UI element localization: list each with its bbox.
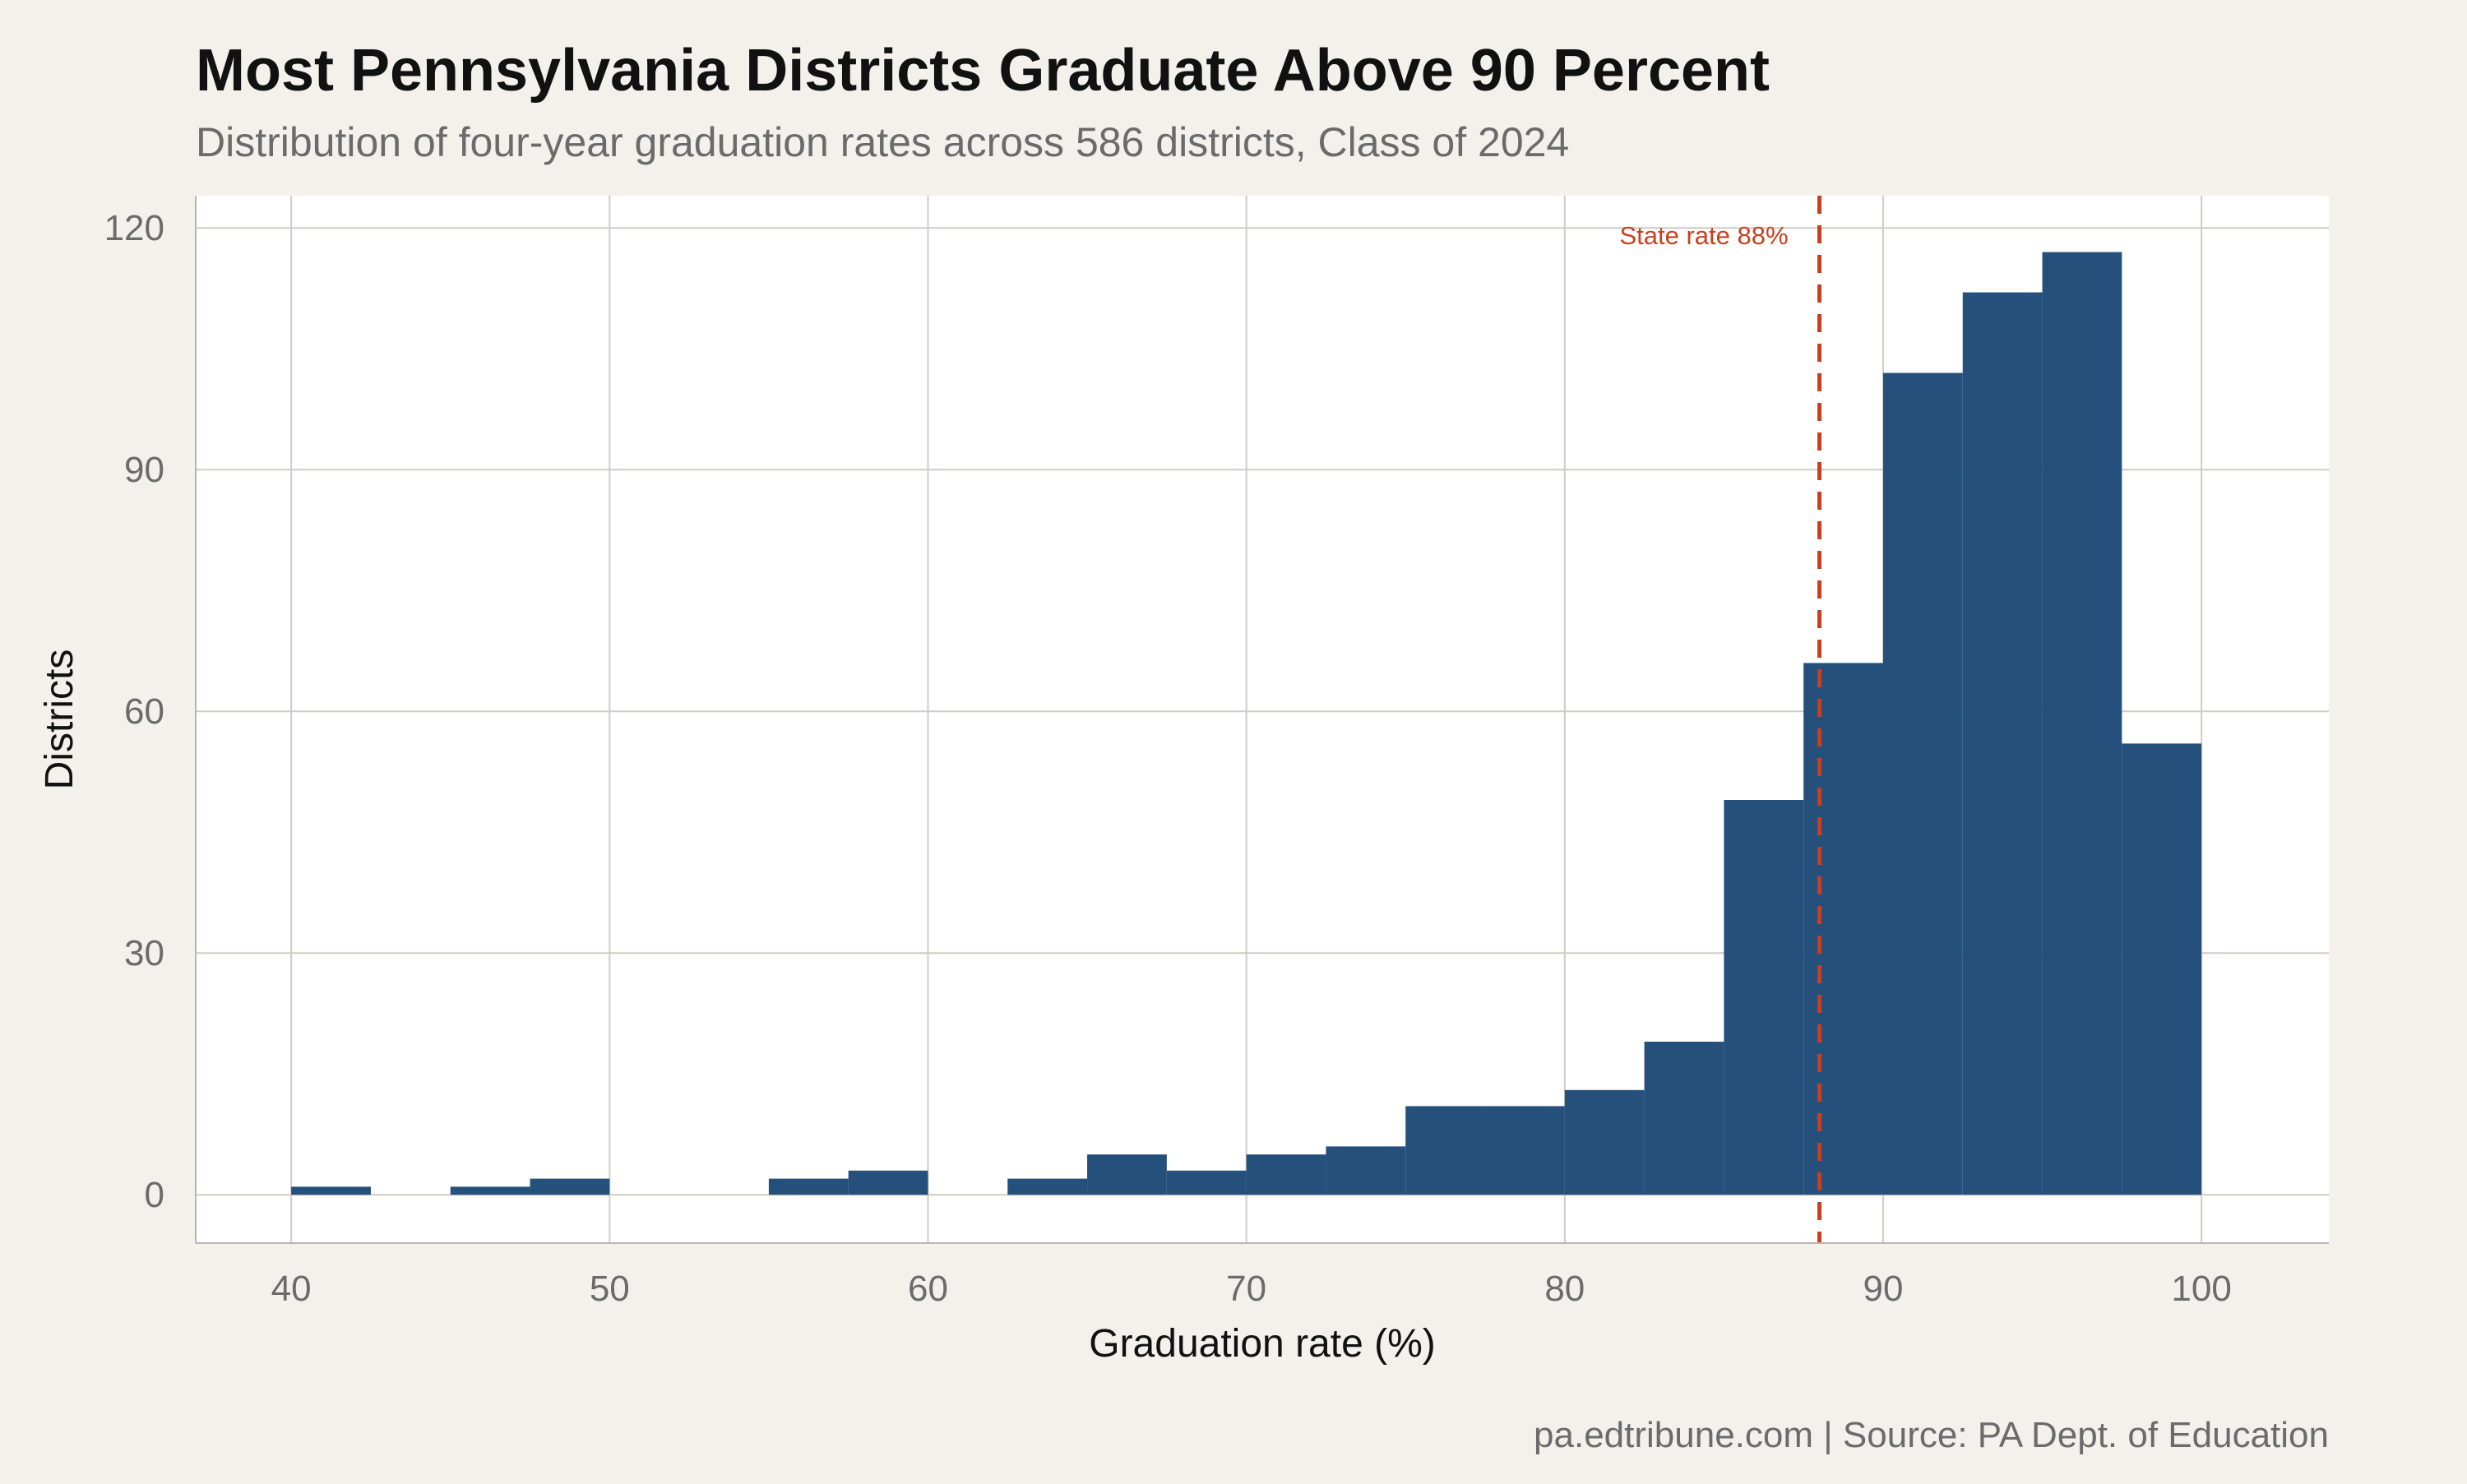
histogram-bar bbox=[1485, 1106, 1565, 1195]
histogram-bar bbox=[1326, 1146, 1406, 1195]
histogram-bar bbox=[291, 1186, 371, 1195]
histogram-bar bbox=[1962, 292, 2043, 1195]
histogram-bars bbox=[291, 252, 2202, 1195]
source-caption: pa.edtribune.com | Source: PA Dept. of E… bbox=[1534, 1415, 2329, 1455]
axes bbox=[195, 196, 2329, 1244]
y-tick-label: 90 bbox=[124, 450, 164, 490]
histogram-bar bbox=[768, 1178, 849, 1195]
histogram-bar bbox=[1882, 372, 1963, 1195]
histogram-bar bbox=[1087, 1154, 1167, 1195]
reference-line-group: State rate 88% bbox=[1619, 196, 1822, 1243]
histogram-bar bbox=[2042, 252, 2122, 1195]
histogram-bar bbox=[1564, 1089, 1645, 1195]
state-rate-label: State rate 88% bbox=[1619, 221, 1788, 250]
y-tick-label: 0 bbox=[145, 1175, 164, 1215]
y-axis-title: Districts bbox=[38, 650, 81, 790]
histogram-bar bbox=[1644, 1042, 1724, 1195]
x-tick-label: 40 bbox=[271, 1269, 312, 1309]
x-tick-label: 50 bbox=[590, 1269, 630, 1309]
x-tick-label: 80 bbox=[1544, 1269, 1585, 1309]
x-tick-label: 60 bbox=[908, 1269, 948, 1309]
histogram-bar bbox=[1803, 663, 1883, 1195]
x-tick-label: 90 bbox=[1863, 1269, 1903, 1309]
histogram-bar bbox=[1724, 800, 1804, 1195]
chart-title: Most Pennsylvania Districts Graduate Abo… bbox=[196, 38, 1770, 104]
y-tick-label: 30 bbox=[124, 933, 164, 973]
histogram-bar bbox=[450, 1186, 530, 1195]
y-tick-label: 120 bbox=[104, 208, 164, 248]
histogram-bar bbox=[848, 1170, 928, 1195]
y-tick-label: 60 bbox=[124, 691, 164, 732]
chart-subtitle: Distribution of four-year graduation rat… bbox=[196, 119, 1569, 165]
x-axis-title: Graduation rate (%) bbox=[1089, 1322, 1436, 1366]
histogram-bar bbox=[1007, 1178, 1088, 1195]
tick-labels: 0 30 60 90 120 40 50 60 70 80 90 100 bbox=[104, 208, 2232, 1309]
histogram-bar bbox=[1405, 1106, 1486, 1195]
x-tick-label: 100 bbox=[2171, 1269, 2231, 1309]
x-tick-label: 70 bbox=[1226, 1269, 1266, 1309]
histogram-bar bbox=[1246, 1154, 1326, 1195]
histogram-bar bbox=[1166, 1170, 1247, 1195]
histogram-bar bbox=[530, 1178, 610, 1195]
histogram-bar bbox=[2122, 743, 2202, 1195]
